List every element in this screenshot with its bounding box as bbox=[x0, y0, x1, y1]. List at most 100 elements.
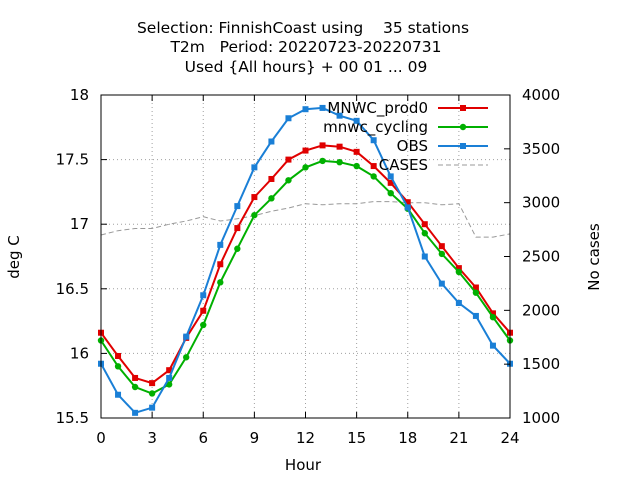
legend-label: mnwc_cycling bbox=[323, 118, 428, 137]
data-point bbox=[455, 265, 462, 272]
data-point bbox=[438, 243, 445, 250]
data-point bbox=[353, 162, 360, 170]
x-tick-label: 21 bbox=[449, 429, 468, 447]
data-point bbox=[302, 147, 309, 154]
title-line-2: T2m Period: 20220723-20220731 bbox=[169, 38, 441, 56]
legend-marker bbox=[459, 123, 467, 131]
data-point bbox=[217, 241, 224, 248]
legend-label: OBS bbox=[397, 137, 428, 155]
data-point bbox=[148, 390, 156, 397]
data-point bbox=[472, 289, 480, 296]
data-point bbox=[165, 381, 173, 388]
data-point bbox=[217, 261, 224, 268]
data-point bbox=[489, 342, 496, 349]
y-axis-label: deg C bbox=[5, 235, 23, 279]
data-point bbox=[234, 225, 241, 232]
data-point bbox=[438, 250, 446, 258]
data-point bbox=[336, 112, 343, 119]
series-mnwc_cycling bbox=[97, 157, 514, 397]
data-point bbox=[149, 404, 156, 411]
data-point bbox=[200, 307, 207, 314]
data-point bbox=[353, 117, 360, 124]
x-tick-label: 3 bbox=[147, 429, 157, 447]
y-tick-label: 16 bbox=[70, 344, 89, 362]
x-tick-label: 12 bbox=[296, 429, 315, 447]
x-tick-label: 9 bbox=[250, 429, 260, 447]
y2-tick-label: 4000 bbox=[522, 86, 560, 104]
data-point bbox=[455, 268, 463, 276]
data-point bbox=[200, 292, 207, 299]
axis-ticks bbox=[100, 94, 511, 419]
x-tick-label: 18 bbox=[398, 429, 417, 447]
data-point bbox=[183, 354, 190, 361]
data-point bbox=[234, 203, 241, 210]
legend-marker bbox=[460, 143, 466, 149]
data-point bbox=[149, 380, 156, 387]
data-point bbox=[421, 221, 428, 228]
y-tick-labels: 15.5 16 16.5 17 17.5 18 bbox=[56, 86, 89, 427]
x-axis-label: Hour bbox=[285, 456, 322, 474]
data-point bbox=[421, 230, 428, 237]
data-point bbox=[421, 253, 428, 260]
data-point bbox=[336, 158, 343, 166]
data-point bbox=[336, 143, 343, 150]
y2-tick-label: 3000 bbox=[522, 194, 560, 212]
series-layer bbox=[97, 104, 514, 416]
data-point bbox=[131, 383, 139, 391]
legend-label: CASES bbox=[379, 156, 428, 174]
data-point bbox=[353, 148, 360, 155]
data-point bbox=[404, 204, 411, 211]
data-point bbox=[455, 300, 462, 307]
data-point bbox=[370, 137, 377, 144]
y-tick-label: 16.5 bbox=[56, 280, 89, 298]
data-point bbox=[251, 194, 258, 201]
data-point bbox=[132, 374, 139, 381]
y2-tick-label: 3500 bbox=[522, 140, 560, 158]
data-point bbox=[115, 352, 122, 359]
chart-title: Selection: FinnishCoast using 35 station… bbox=[137, 19, 469, 76]
data-point bbox=[404, 199, 411, 206]
y2-axis-label: No cases bbox=[585, 223, 603, 291]
data-point bbox=[370, 173, 377, 180]
y2-tick-label: 1500 bbox=[522, 355, 560, 373]
data-point bbox=[166, 374, 173, 381]
y2-tick-labels: 1000 1500 2000 2500 3000 3500 4000 bbox=[522, 86, 560, 427]
title-line-1: Selection: FinnishCoast using 35 station… bbox=[137, 19, 469, 37]
data-point bbox=[115, 391, 122, 398]
data-point bbox=[302, 164, 309, 171]
data-point bbox=[387, 179, 394, 186]
y-tick-label: 17 bbox=[70, 215, 89, 233]
data-point bbox=[387, 173, 394, 180]
x-tick-label: 15 bbox=[347, 429, 366, 447]
data-point bbox=[268, 195, 275, 202]
data-point bbox=[285, 156, 292, 163]
data-point bbox=[268, 175, 275, 182]
data-point bbox=[268, 138, 275, 145]
data-point bbox=[489, 314, 497, 321]
x-tick-label: 24 bbox=[500, 429, 519, 447]
data-point bbox=[251, 164, 258, 171]
data-point bbox=[489, 310, 496, 317]
y2-tick-label: 2500 bbox=[522, 248, 560, 266]
data-point bbox=[114, 363, 122, 370]
y-tick-label: 15.5 bbox=[56, 409, 89, 427]
legend-marker bbox=[460, 105, 466, 111]
cases-series-layer bbox=[100, 201, 511, 238]
grid-lines bbox=[101, 95, 510, 418]
x-tick-label: 0 bbox=[96, 429, 106, 447]
data-point bbox=[472, 284, 479, 291]
data-point bbox=[200, 321, 207, 329]
title-line-3: Used {All hours} + 00 01 ... 09 bbox=[185, 58, 428, 76]
data-point bbox=[251, 211, 258, 219]
series-line bbox=[100, 201, 511, 238]
x-tick-label: 6 bbox=[198, 429, 208, 447]
legend-label: MNWC_prod0 bbox=[327, 99, 428, 118]
data-point bbox=[285, 177, 292, 184]
data-point bbox=[166, 367, 173, 374]
data-point bbox=[217, 279, 224, 286]
data-point bbox=[387, 189, 394, 197]
data-point bbox=[132, 409, 139, 416]
data-point bbox=[285, 115, 292, 122]
data-point bbox=[319, 157, 326, 165]
y2-tick-label: 2000 bbox=[522, 301, 560, 319]
